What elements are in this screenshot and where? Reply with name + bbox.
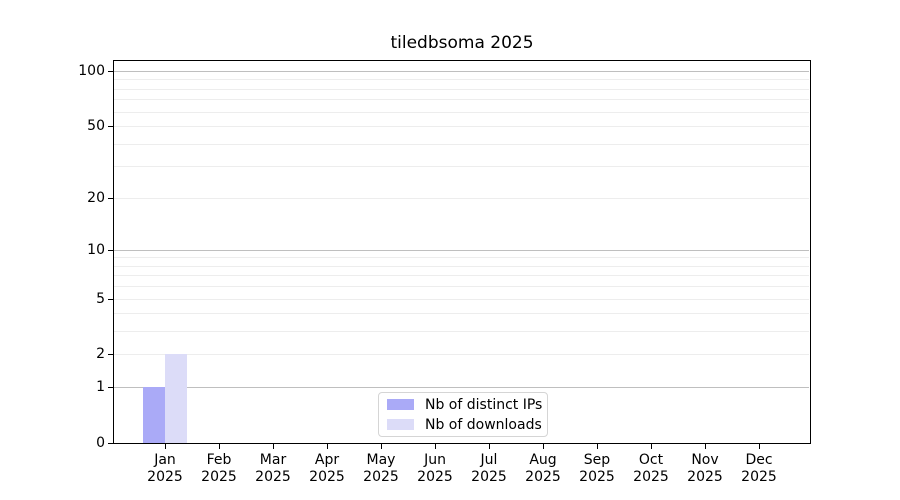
gridline-major xyxy=(114,387,809,388)
gridline-major xyxy=(114,250,809,251)
x-axis-tick xyxy=(543,444,544,449)
legend-label-downloads: Nb of downloads xyxy=(425,416,542,433)
gridline-minor xyxy=(114,198,809,199)
x-axis-tick xyxy=(435,444,436,449)
x-axis-tick xyxy=(597,444,598,449)
y-axis-tick xyxy=(108,126,113,127)
y-axis-tick-label: 1 xyxy=(96,379,105,395)
chart-title: tiledbsoma 2025 xyxy=(390,33,534,53)
gridline-minor xyxy=(114,331,809,332)
x-axis-tick xyxy=(651,444,652,449)
y-axis-tick xyxy=(108,387,113,388)
gridline-minor xyxy=(114,144,809,145)
x-axis-tick-label: Mar 2025 xyxy=(255,452,291,485)
bar-downloads-jan xyxy=(165,354,187,443)
y-axis-tick-label: 20 xyxy=(87,190,105,206)
x-axis-tick xyxy=(219,444,220,449)
x-axis-tick-label: Dec 2025 xyxy=(741,452,777,485)
x-axis-tick xyxy=(273,444,274,449)
x-axis-tick-label: Feb 2025 xyxy=(201,452,237,485)
x-axis-tick-label: Sep 2025 xyxy=(579,452,615,485)
y-axis-tick xyxy=(108,250,113,251)
gridline-minor xyxy=(114,112,809,113)
gridline-minor xyxy=(114,354,809,355)
y-axis-tick xyxy=(108,443,113,444)
legend: Nb of distinct IPs Nb of downloads xyxy=(378,392,548,437)
y-axis-tick-label: 2 xyxy=(96,346,105,362)
legend-item-downloads: Nb of downloads xyxy=(387,415,547,434)
gridline-major xyxy=(114,71,809,72)
y-axis-tick xyxy=(108,71,113,72)
gridline-minor xyxy=(114,99,809,100)
legend-label-distinct-ips: Nb of distinct IPs xyxy=(425,396,543,413)
legend-swatch-downloads-icon xyxy=(387,419,414,430)
x-axis-tick-label: Jul 2025 xyxy=(471,452,507,485)
x-axis-tick-label: Aug 2025 xyxy=(525,452,561,485)
y-axis-tick xyxy=(108,198,113,199)
x-axis-tick-label: Oct 2025 xyxy=(633,452,669,485)
gridline-minor xyxy=(114,126,809,127)
legend-item-distinct-ips: Nb of distinct IPs xyxy=(387,395,547,414)
x-axis-tick-label: Jun 2025 xyxy=(417,452,453,485)
bar-distinct-ips-jan xyxy=(143,387,165,443)
x-axis-tick-label: Apr 2025 xyxy=(309,452,345,485)
gridline-minor xyxy=(114,89,809,90)
gridline-minor xyxy=(114,166,809,167)
gridline-minor xyxy=(114,299,809,300)
x-axis-tick-label: May 2025 xyxy=(363,452,399,485)
y-axis-tick-label: 5 xyxy=(96,291,105,307)
y-axis-tick xyxy=(108,354,113,355)
x-axis-tick xyxy=(489,444,490,449)
x-axis-tick xyxy=(705,444,706,449)
y-axis-tick-label: 100 xyxy=(78,63,105,79)
y-axis-tick-label: 10 xyxy=(87,242,105,258)
x-axis-tick xyxy=(165,444,166,449)
x-axis-tick xyxy=(327,444,328,449)
gridline-minor xyxy=(114,313,809,314)
gridline-minor xyxy=(114,286,809,287)
gridline-minor xyxy=(114,266,809,267)
x-axis-tick-label: Nov 2025 xyxy=(687,452,723,485)
gridline-minor xyxy=(114,79,809,80)
x-axis-tick-label: Jan 2025 xyxy=(147,452,183,485)
y-axis-tick xyxy=(108,299,113,300)
legend-swatch-distinct-ips-icon xyxy=(387,399,414,410)
x-axis-tick xyxy=(381,444,382,449)
gridline-minor xyxy=(114,257,809,258)
gridline-minor xyxy=(114,275,809,276)
y-axis-tick-label: 50 xyxy=(87,118,105,134)
y-axis-tick-label: 0 xyxy=(96,435,105,451)
x-axis-tick xyxy=(759,444,760,449)
